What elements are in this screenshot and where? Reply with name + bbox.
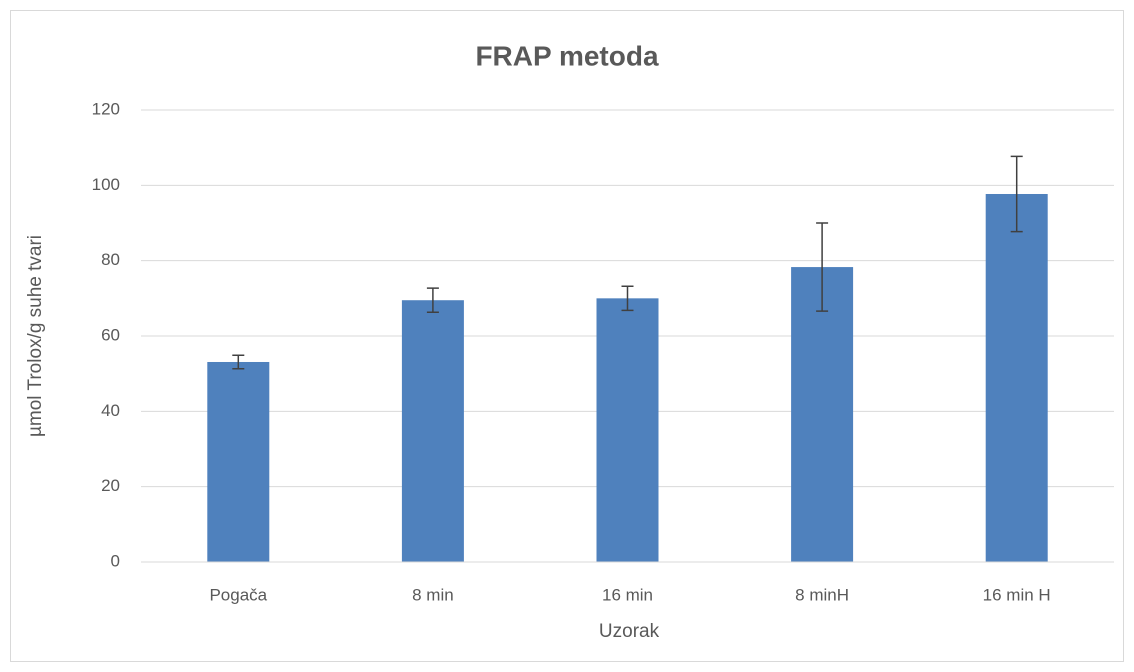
error-bar [816, 222, 829, 312]
error-bar [621, 285, 634, 312]
x-tick-label: 8 min [412, 585, 454, 604]
error-bar [1010, 155, 1023, 233]
y-tick-label: 0 [111, 551, 120, 570]
x-tick-label: 16 min H [983, 585, 1051, 604]
y-tick-label: 80 [101, 250, 120, 269]
y-axis-label: µmol Trolox/g suhe tvari [25, 235, 46, 437]
bar [791, 267, 854, 562]
error-bar [232, 354, 245, 370]
y-tick-label: 20 [101, 476, 120, 495]
chart-title: FRAP metoda [475, 40, 658, 71]
y-tick-label: 60 [101, 325, 120, 344]
y-tick-label: 40 [101, 401, 120, 420]
x-tick-label: 8 minH [795, 585, 849, 604]
x-tick-label: 16 min [602, 585, 653, 604]
bar [207, 361, 270, 562]
x-axis-label: Uzorak [599, 621, 660, 642]
error-bar [426, 287, 439, 314]
y-tick-label: 100 [92, 175, 120, 194]
x-tick-label: Pogača [209, 585, 267, 604]
bar [401, 300, 464, 562]
bar [985, 193, 1048, 562]
y-tick-label: 120 [92, 99, 120, 118]
bar [596, 298, 659, 562]
